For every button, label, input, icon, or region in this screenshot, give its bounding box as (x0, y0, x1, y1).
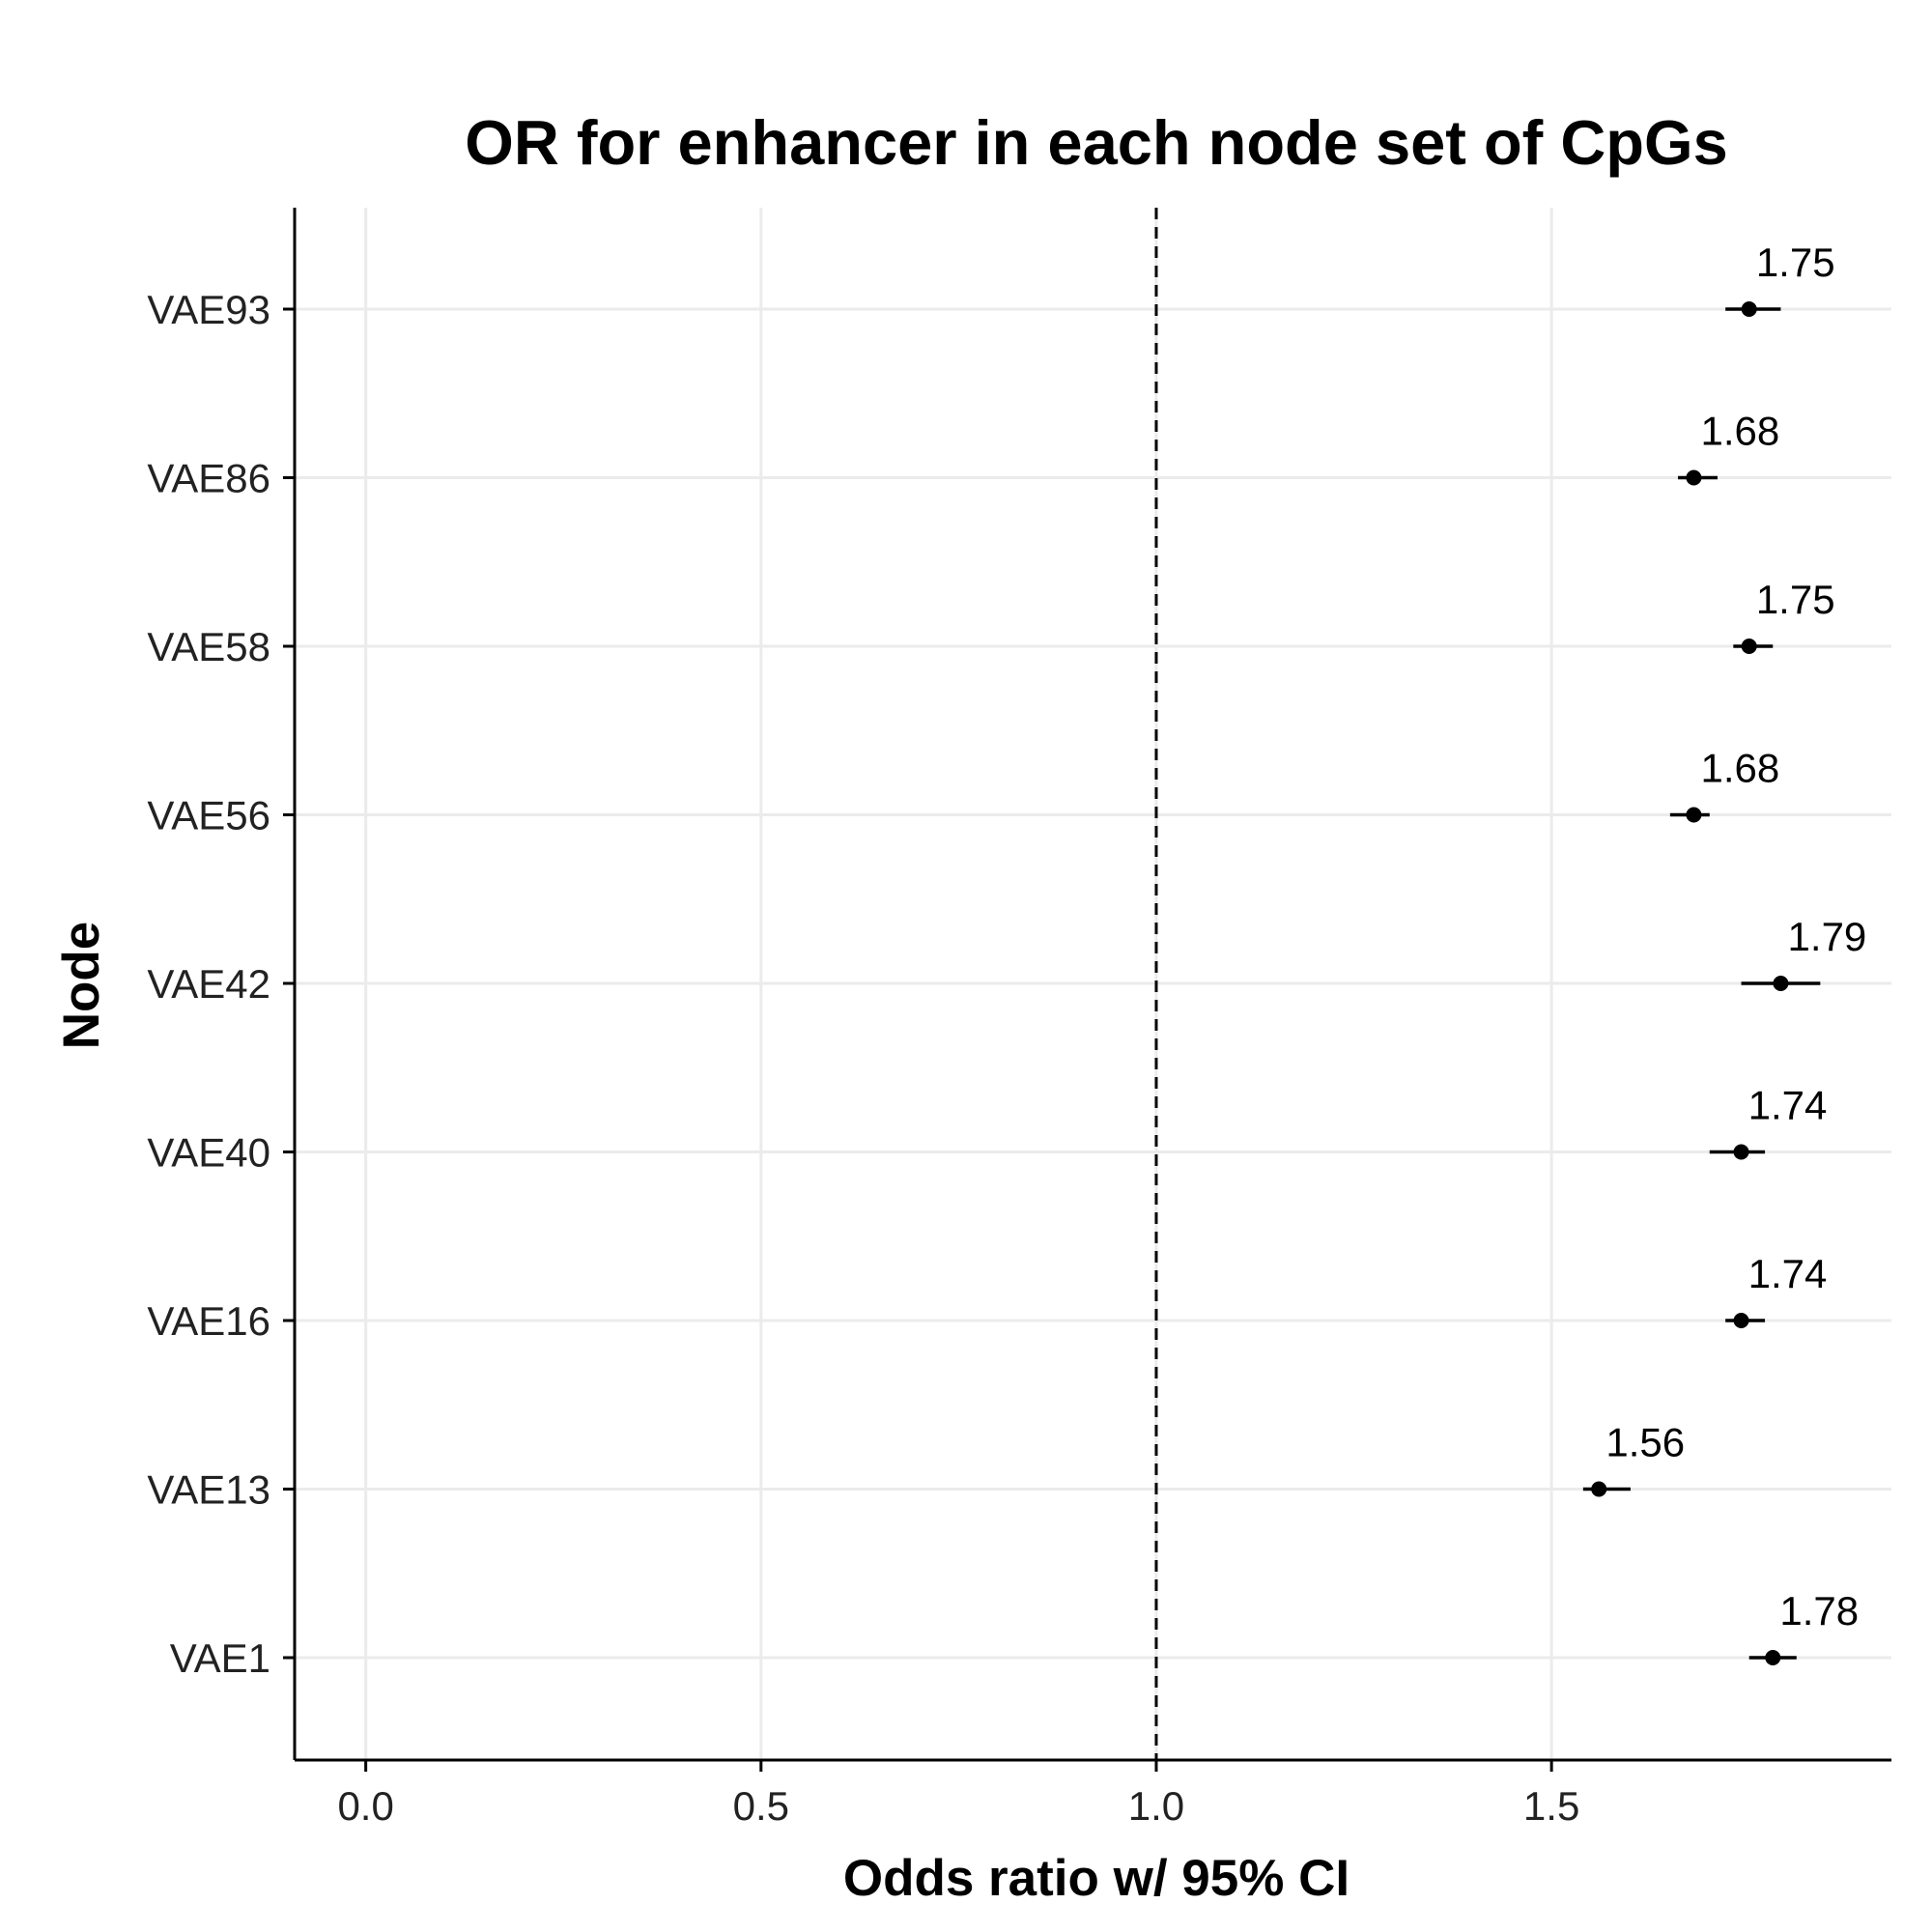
data-label: 1.68 (1701, 746, 1780, 791)
data-label: 1.68 (1701, 409, 1780, 454)
y-tick-label: VAE13 (147, 1467, 270, 1513)
y-tick-label: VAE58 (147, 624, 270, 669)
data-point (1686, 807, 1702, 823)
data-label: 1.74 (1748, 1251, 1828, 1296)
y-tick-label: VAE1 (170, 1635, 270, 1681)
x-tick-label: 1.5 (1523, 1783, 1579, 1829)
data-point (1733, 1313, 1749, 1328)
x-tick-label: 1.0 (1128, 1783, 1184, 1829)
data-label: 1.56 (1605, 1420, 1685, 1465)
y-tick-label: VAE56 (147, 793, 270, 838)
data-label: 1.75 (1756, 577, 1835, 622)
data-label: 1.75 (1756, 240, 1835, 285)
data-point (1741, 301, 1757, 317)
data-point (1741, 639, 1757, 654)
data-point (1765, 1650, 1781, 1665)
y-tick-label: VAE42 (147, 961, 270, 1007)
axes: 0.0 0.5 1.0 1.5 VAE93 VAE86 VAE58 VAE56 VAE42 VAE… (147, 208, 1891, 1829)
y-axis-title: Node (53, 922, 110, 1050)
chart-title: OR for enhancer in each node set of CpGs (465, 107, 1727, 178)
data-label: 1.78 (1779, 1588, 1859, 1634)
y-tick-label: VAE40 (147, 1130, 270, 1176)
x-axis-title: Odds ratio w/ 95% CI (843, 1850, 1350, 1907)
data-point (1733, 1144, 1749, 1160)
data-label: 1.74 (1748, 1083, 1828, 1128)
x-tick-label: 0.5 (733, 1783, 789, 1829)
data-point (1773, 976, 1789, 991)
x-tick-label: 0.0 (337, 1783, 393, 1829)
data-point (1591, 1481, 1607, 1497)
grid-lines (295, 208, 1891, 1760)
y-tick-label: VAE16 (147, 1298, 270, 1344)
data-label: 1.79 (1788, 914, 1867, 959)
data-point (1686, 469, 1702, 486)
data-marks: 1.75 1.68 1.75 1.68 1.79 1.74 1.74 1.56 1.78 (1582, 240, 1867, 1665)
y-tick-label: VAE86 (147, 456, 270, 501)
y-tick-label: VAE93 (147, 287, 270, 332)
